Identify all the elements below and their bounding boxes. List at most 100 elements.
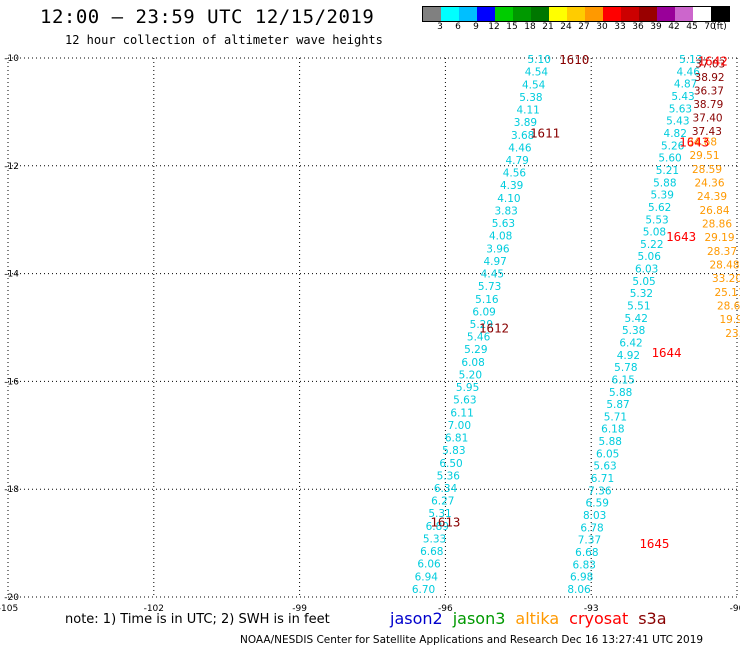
legend-altika: altika xyxy=(515,609,560,628)
swh-value: 28.48 xyxy=(709,260,739,272)
lat-tick-label: -20 xyxy=(4,593,19,603)
units-note: note: 1) Time is in UTC; 2) SWH is in fe… xyxy=(65,612,330,627)
credit-footer: NOAA/NESDIS Center for Satellite Applica… xyxy=(240,634,704,646)
swh-value: 6.08 xyxy=(461,357,484,369)
colorbar-label: 9 xyxy=(473,22,479,32)
lon-tick-label: -105 xyxy=(0,604,18,614)
swh-value: 28.59 xyxy=(692,164,722,176)
swh-value: 5.39 xyxy=(651,190,674,202)
swh-value: 5.83 xyxy=(442,445,465,457)
swh-value: 3.68 xyxy=(511,130,534,142)
swh-value: 5.63 xyxy=(453,395,476,407)
colorbar-label: 24 xyxy=(560,22,572,32)
lon-tick-label: -93 xyxy=(584,604,599,614)
swh-value: 5.20 xyxy=(459,369,482,381)
colorbar-label: 70 xyxy=(704,22,716,32)
pass-time-labels: 1610 1611 1612 1613 1642 1643 1643 1644 1645 xyxy=(430,52,727,551)
swh-value: 3.83 xyxy=(494,205,517,217)
swh-value: 3.96 xyxy=(486,243,510,255)
lat-tick-label: -12 xyxy=(4,162,19,172)
colorbar-swatch xyxy=(495,7,513,21)
lat-tick-label: -18 xyxy=(4,485,19,495)
swh-value: 6.59 xyxy=(586,498,609,510)
colorbar-label: 12 xyxy=(488,22,500,32)
colorbar-swatch xyxy=(675,7,693,21)
colorbar-swatch xyxy=(621,7,639,21)
swh-value: 34.68 xyxy=(687,137,717,149)
swh-value: 25.11 xyxy=(714,287,740,299)
colorbar-swatch xyxy=(423,7,441,21)
colorbar-swatch xyxy=(639,7,657,21)
colorbar-labels: 3 6 9 12 15 18 21 24 27 30 33 36 39 42 45 70 (ft) xyxy=(422,22,728,34)
swh-value: 5.63 xyxy=(492,218,515,230)
track-1: 5.134.464.875.435.635.434.825.265.605.21… xyxy=(567,54,702,596)
swh-value: 5.21 xyxy=(656,165,679,177)
swh-value: 5.73 xyxy=(478,281,501,293)
swh-value: 6.70 xyxy=(412,584,435,596)
swh-value: 5.43 xyxy=(671,91,694,103)
swh-value: 5.36 xyxy=(437,470,461,482)
swh-value: 3.89 xyxy=(514,117,537,129)
swh-value: 5.13 xyxy=(679,54,702,66)
swh-value: 6.18 xyxy=(601,424,624,436)
swh-value: 8.03 xyxy=(583,510,606,522)
swh-value: 6.94 xyxy=(415,571,439,583)
colorbar-label: 15 xyxy=(506,22,518,32)
swh-value: 5.22 xyxy=(640,239,663,251)
pass-time-label: 1645 xyxy=(639,536,669,551)
swh-value: 37.43 xyxy=(692,126,722,138)
swh-value: 5.42 xyxy=(625,313,648,325)
pass-time-label: 1643 xyxy=(679,135,709,150)
colorbar-label: 18 xyxy=(524,22,536,32)
swh-value: 6.71 xyxy=(591,473,614,485)
swh-value: 5.63 xyxy=(669,103,692,115)
swh-value: 6.15 xyxy=(612,374,635,386)
swh-value: 5.16 xyxy=(475,294,499,306)
colorbar-label: 30 xyxy=(596,22,608,32)
colorbar-label: 45 xyxy=(686,22,698,32)
swh-value: 6.05 xyxy=(596,448,619,460)
swh-value: 6.68 xyxy=(575,547,598,559)
swh-value: 4.46 xyxy=(508,142,532,154)
swh-value: 4.46 xyxy=(677,66,701,78)
swh-value: 6.06 xyxy=(417,559,441,571)
colorbar-label: 27 xyxy=(578,22,590,32)
swh-value: 6.83 xyxy=(573,559,596,571)
swh-value: 7.37 xyxy=(578,535,601,547)
pass-time-label: 1610 xyxy=(559,52,589,67)
swh-value: 5.62 xyxy=(648,202,671,214)
swh-value: 4.97 xyxy=(483,256,506,268)
swh-value: 5.53 xyxy=(645,214,668,226)
lon-tick-label: -99 xyxy=(292,604,307,614)
colorbar-swatch xyxy=(711,7,729,21)
swh-value: 4.45 xyxy=(481,269,504,281)
swh-value: 5.51 xyxy=(627,301,650,313)
swh-value: 5.87 xyxy=(606,399,629,411)
swh-value: 4.39 xyxy=(500,180,523,192)
swh-value: 37.40 xyxy=(693,112,723,124)
swh-value: 6.89 xyxy=(426,521,449,533)
swh-value: 5.38 xyxy=(519,92,542,104)
colorbar-swatch xyxy=(513,7,531,21)
swh-value: 29.19 xyxy=(704,232,734,244)
swh-value: 33.20 xyxy=(712,273,740,285)
swh-value: 5.29 xyxy=(464,344,487,356)
lat-tick-label: -14 xyxy=(4,270,19,280)
map-gridlines xyxy=(7,57,738,598)
lon-tick-label: -96 xyxy=(438,604,453,614)
swh-value: 4.87 xyxy=(674,79,697,91)
legend-s3a: s3a xyxy=(638,609,667,628)
swh-value: 6.68 xyxy=(420,546,443,558)
legend-cryosat: cryosat xyxy=(569,609,629,628)
swh-value: 5.43 xyxy=(666,116,689,128)
colorbar-swatch xyxy=(441,7,459,21)
colorbar-swatch xyxy=(531,7,549,21)
colorbar-label: 6 xyxy=(455,22,461,32)
swh-value: 7.36 xyxy=(588,485,612,497)
swh-value: 5.10 xyxy=(528,54,551,66)
swh-value: 4.54 xyxy=(525,67,549,79)
swh-value: 37.03 xyxy=(695,58,725,70)
swh-value: 23.7 xyxy=(725,328,740,340)
swh-value: 5.60 xyxy=(658,153,681,165)
